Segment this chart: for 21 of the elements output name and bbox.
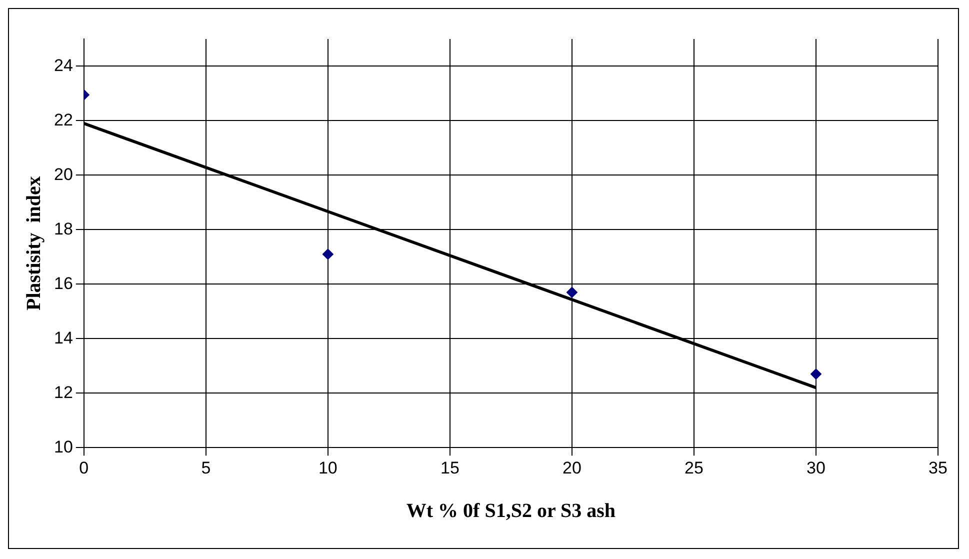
x-tick-label: 0: [79, 458, 89, 478]
y-tick-label: 16: [54, 274, 73, 293]
x-tick-label: 5: [201, 458, 211, 478]
x-tick-label: 20: [562, 458, 582, 478]
y-tick-label: 20: [54, 164, 73, 184]
y-axis-title: Plastisity index: [23, 176, 46, 311]
y-tick-label: 22: [54, 110, 73, 130]
y-tick-label: 10: [54, 437, 73, 456]
point: [810, 368, 822, 380]
x-axis-title: Wt % 0f S1,S2 or S3 ash: [406, 500, 616, 522]
x-tick-label: 25: [684, 458, 704, 478]
point: [566, 286, 578, 298]
y-tick-label: 12: [54, 382, 73, 402]
y-tick-label: 14: [54, 328, 73, 348]
x-tick-label: 10: [318, 458, 338, 478]
x-tick-label: 15: [440, 458, 460, 478]
x-tick-label: 30: [806, 458, 826, 478]
point: [322, 248, 334, 260]
y-tick-label: 24: [54, 56, 73, 75]
x-tick-label: 35: [928, 458, 948, 478]
y-tick-label: 18: [54, 219, 73, 238]
